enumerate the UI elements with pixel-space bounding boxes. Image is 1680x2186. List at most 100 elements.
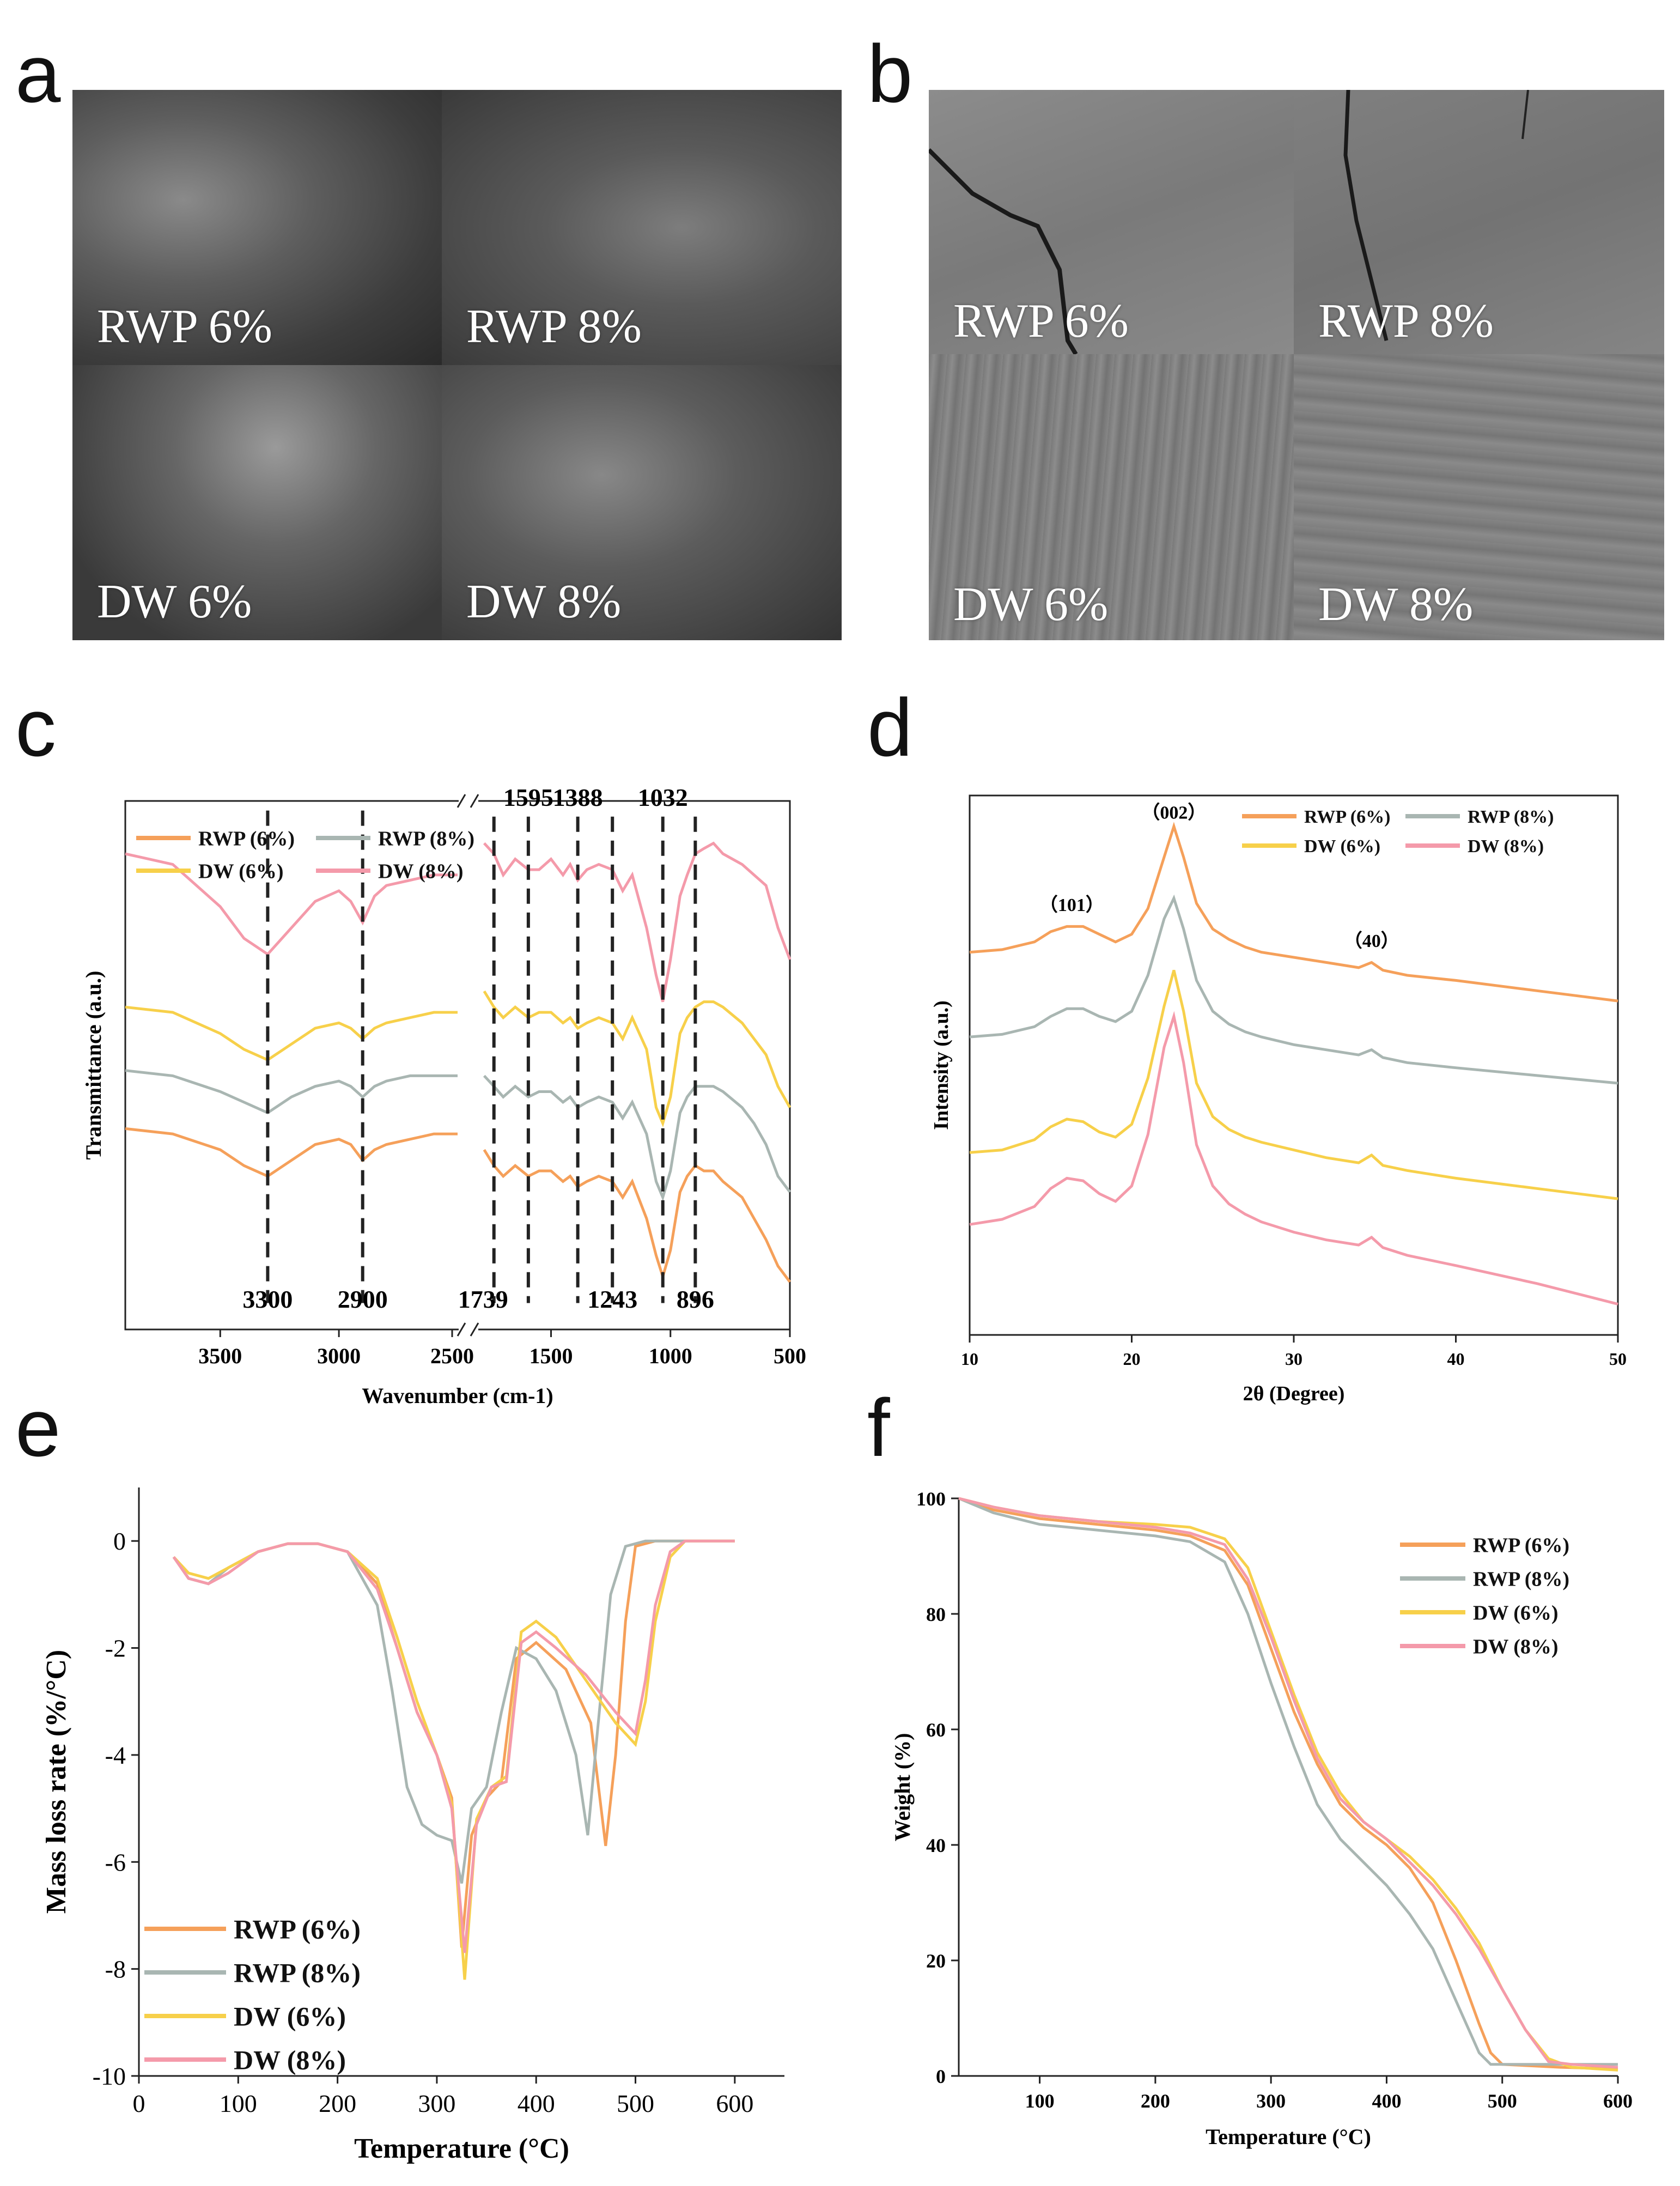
legend-label: RWP (6%): [1473, 1534, 1569, 1557]
y-axis-label: Weight (%): [890, 1733, 915, 1842]
x-tick-label: 600: [716, 2090, 753, 2117]
legend-label: DW (8%): [1468, 836, 1544, 857]
x-tick-label: 1000: [649, 1344, 692, 1368]
legend-label: DW (8%): [234, 2045, 346, 2075]
y-tick-label: 40: [926, 1835, 946, 1856]
x-tick-label: 3000: [317, 1344, 361, 1368]
series-line: [958, 1497, 1618, 2066]
legend-label: RWP (6%): [1304, 807, 1390, 827]
peak-label: 1032: [638, 784, 688, 811]
series-line: [125, 1127, 458, 1178]
y-tick-label: -8: [105, 1956, 126, 1983]
xrd-chart: 10 20 30 40 50 2θ (Degree) Intensity (a.u.) （10…: [930, 794, 1627, 1405]
x-tick-label: 3500: [198, 1344, 242, 1368]
x-axis-label: 2θ (Degree): [1243, 1382, 1345, 1405]
peak-label: 1739: [458, 1285, 508, 1313]
sem-label: DW 6%: [97, 575, 252, 628]
x-tick-label: 500: [774, 1344, 806, 1368]
y-tick-label: 60: [926, 1719, 946, 1741]
sem-image-rwp-6: RWP 6%: [929, 90, 1294, 354]
sem-label: RWP 8%: [1318, 295, 1494, 348]
x-tick-label: 600: [1603, 2090, 1633, 2112]
peak-label: 1243: [587, 1285, 637, 1313]
legend-label: RWP (6%): [198, 827, 295, 850]
panel-letter-b: b: [867, 28, 913, 119]
series-line: [969, 969, 1618, 1200]
ftir-chart: 3500 3000 2500 1500 1000 500 Wavenumber (cm-1)…: [81, 784, 806, 1408]
legend-label: RWP (8%): [1473, 1568, 1569, 1590]
x-tick-label: 50: [1609, 1349, 1627, 1369]
y-tick-label: -2: [105, 1635, 126, 1662]
x-tick-label: 20: [1123, 1349, 1141, 1369]
legend-label: DW (6%): [198, 860, 284, 883]
panel-letter-f: f: [867, 1382, 890, 1473]
axis-break-mark: [456, 794, 466, 808]
sem-image-rwp-8: RWP 8%: [1294, 90, 1664, 354]
series-line: [483, 990, 792, 1128]
x-tick-label: 500: [617, 2090, 654, 2117]
legend-label: DW (6%): [234, 2001, 346, 2032]
sem-image-dw-8: DW 8%: [1294, 354, 1664, 640]
series-line: [125, 1069, 458, 1115]
crack-lines: [1343, 90, 1529, 341]
legend-label: RWP (8%): [1468, 807, 1554, 827]
legend-label: DW (6%): [1473, 1601, 1559, 1624]
series-line: [969, 894, 1618, 1085]
x-tick-label: 300: [418, 2090, 455, 2117]
y-axis-label: Mass loss rate (%/°C): [41, 1650, 72, 1914]
sem-image-rwp-6: RWP 6%: [72, 90, 442, 365]
x-tick-label: 1500: [529, 1344, 573, 1368]
sem-image-dw-8: DW 8%: [442, 365, 842, 640]
y-tick-label: -6: [105, 1848, 126, 1876]
sem-image-dw-6: DW 6%: [72, 365, 442, 640]
legend-label: RWP (6%): [234, 1914, 361, 1945]
peak-label: 1595: [503, 784, 553, 811]
legend-label: RWP (8%): [234, 1958, 361, 1988]
peak-label: 896: [677, 1285, 714, 1313]
sem-label: DW 8%: [1318, 578, 1474, 631]
y-tick-label: 20: [926, 1950, 946, 1972]
x-tick-label: 2500: [430, 1344, 474, 1368]
y-axis-label: Transmittance (a.u.): [81, 971, 106, 1160]
dtg-chart: 0 100 200 300 400 500 600 0 -2 -4 -6 -8 -10 Temperatu…: [41, 1487, 784, 2164]
y-tick-label: 0: [113, 1527, 126, 1555]
panel-letter-e: e: [15, 1382, 61, 1473]
legend-label: RWP (8%): [378, 827, 474, 850]
panel-letter-a: a: [15, 28, 61, 119]
series-line: [958, 1497, 1618, 2070]
x-tick-label: 400: [1372, 2090, 1401, 2112]
sem-label: DW 6%: [953, 578, 1109, 631]
series-line: [125, 1005, 458, 1062]
sem-image-block-b: RWP 6% RWP 8% DW 6% DW 8%: [929, 90, 1664, 640]
x-axis-label: Wavenumber (cm-1): [362, 1383, 553, 1408]
panel-letter-c: c: [15, 682, 56, 773]
plot-frame: [969, 794, 1619, 1336]
sem-image-dw-6: DW 6%: [929, 354, 1294, 640]
x-tick-label: 200: [319, 2090, 356, 2117]
y-tick-label: 100: [916, 1488, 946, 1510]
x-axis-label: Temperature (°C): [354, 2133, 569, 2164]
y-tick-label: 80: [926, 1604, 946, 1625]
series-line: [969, 1011, 1618, 1305]
y-tick-label: -10: [93, 2062, 126, 2090]
peak-label: 3300: [242, 1285, 293, 1313]
x-tick-label: 200: [1141, 2090, 1170, 2112]
axis-break-mark: [470, 1322, 479, 1337]
x-tick-label: 100: [1025, 2090, 1055, 2112]
x-tick-label: 40: [1447, 1349, 1465, 1369]
x-tick-label: 500: [1488, 2090, 1517, 2112]
series-line: [125, 852, 458, 956]
peak-label: （101）: [1039, 894, 1104, 915]
legend-label: DW (8%): [378, 860, 464, 883]
sem-label: RWP 6%: [953, 295, 1129, 348]
sem-label: DW 8%: [466, 575, 622, 628]
legend-label: DW (8%): [1473, 1635, 1559, 1658]
x-axis-label: Temperature (°C): [1206, 2124, 1371, 2149]
x-tick-label: 0: [133, 2090, 145, 2117]
axis-break-mark: [456, 1322, 466, 1337]
series-line: [958, 1497, 1618, 2069]
sem-label: RWP 6%: [97, 300, 272, 353]
sem-image-rwp-8: RWP 8%: [442, 90, 842, 365]
plot-frame: [124, 800, 791, 1331]
series-line: [483, 841, 792, 1003]
